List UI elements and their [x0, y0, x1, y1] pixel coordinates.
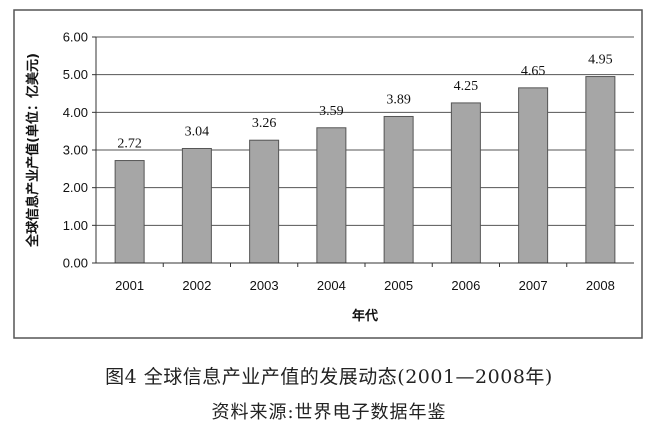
y-axis-title: 全球信息产业产值(单位：亿美元) — [25, 53, 41, 248]
data-label: 3.59 — [319, 104, 344, 119]
data-label: 4.25 — [454, 79, 479, 94]
figure-caption: 图4 全球信息产业产值的发展动态(2001—2008年) — [105, 366, 553, 388]
y-axis-ticks: 0.00 1.00 2.00 3.00 4.00 5.00 6.00 — [63, 30, 96, 271]
data-label: 3.89 — [386, 92, 411, 107]
source-note: 资料来源:世界电子数据年鉴 — [211, 402, 447, 423]
x-tick-label: 2007 — [519, 278, 548, 293]
bar — [585, 76, 616, 264]
data-label: 4.65 — [521, 64, 546, 79]
bar — [316, 127, 347, 264]
y-tick-label: 0.00 — [63, 256, 88, 271]
data-label: 3.04 — [185, 124, 210, 139]
x-tick-label: 2008 — [586, 278, 615, 293]
x-tick-label: 2001 — [115, 278, 144, 293]
bar — [181, 147, 212, 264]
data-label: 4.95 — [588, 53, 613, 68]
bars — [114, 76, 616, 264]
bar — [383, 115, 414, 264]
x-axis-ticks: 2001 2002 2003 2004 2005 2006 2007 2008 — [115, 263, 615, 293]
x-tick-label: 2003 — [250, 278, 279, 293]
x-tick-label: 2004 — [317, 278, 346, 293]
y-tick-label: 3.00 — [63, 143, 88, 158]
x-tick-label: 2006 — [451, 278, 480, 293]
chart: 0.00 1.00 2.00 3.00 4.00 5.00 6.00 2.72 3.04 3.2… — [13, 9, 643, 339]
x-tick-label: 2005 — [384, 278, 413, 293]
bar — [450, 102, 481, 264]
bar — [518, 87, 549, 264]
y-tick-label: 1.00 — [63, 218, 88, 233]
data-labels: 2.72 3.04 3.26 3.59 3.89 4.25 4.65 4.95 — [117, 53, 612, 152]
y-tick-label: 6.00 — [63, 30, 88, 45]
y-tick-label: 2.00 — [63, 180, 88, 195]
y-tick-label: 4.00 — [63, 105, 88, 120]
x-tick-label: 2002 — [182, 278, 211, 293]
data-label: 2.72 — [117, 137, 142, 152]
data-label: 3.26 — [252, 116, 277, 131]
bar — [249, 139, 280, 264]
x-axis-title: 年代 — [352, 308, 378, 324]
y-tick-label: 5.00 — [63, 67, 88, 82]
bar — [114, 160, 145, 264]
